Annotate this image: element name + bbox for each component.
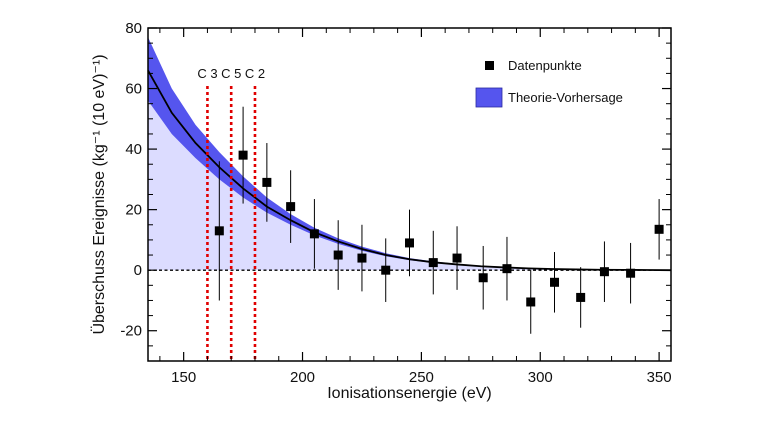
under-curve-fill-layer	[148, 70, 671, 271]
x-tick-label-0: 150	[171, 369, 196, 386]
x-tick-label-2: 250	[409, 369, 434, 386]
legend-marker-swatch	[485, 61, 494, 70]
y-tick-label-5: 80	[125, 20, 142, 37]
y-tick-label-0: -20	[120, 323, 142, 340]
data-point-9	[428, 258, 438, 268]
data-point-10	[452, 253, 462, 263]
data-point-6	[357, 253, 367, 263]
under-curve-fill	[148, 70, 671, 271]
data-point-15	[576, 292, 586, 302]
legend-band-swatch	[475, 87, 503, 108]
marker-label-2: C 2	[245, 66, 265, 81]
data-point-2	[262, 177, 272, 187]
marker-label-1: C 5	[221, 66, 241, 81]
y-tick-label-3: 40	[125, 141, 142, 158]
data-point-0	[214, 226, 224, 236]
theory-band	[148, 37, 671, 271]
legend-label-datenpunkte: Datenpunkte	[508, 58, 582, 73]
legend-label-theorie: Theorie-Vorhersage	[508, 90, 623, 105]
data-point-1	[238, 150, 248, 160]
y-tick-label-4: 60	[125, 81, 142, 98]
data-points-layer	[214, 106, 664, 334]
x-tick-label-4: 350	[647, 369, 672, 386]
y-tick-label-2: 20	[125, 202, 142, 219]
x-tick-label-1: 200	[290, 369, 315, 386]
x-axis-label: Ionisationsenergie (eV)	[327, 385, 492, 402]
data-point-14	[550, 277, 560, 287]
data-point-4	[309, 229, 319, 239]
x-tick-label-3: 300	[528, 369, 553, 386]
data-point-13	[526, 297, 536, 307]
data-point-3	[286, 202, 296, 212]
theory-band-layer	[148, 37, 671, 271]
legend: Datenpunkte Theorie-Vorhersage	[475, 58, 623, 108]
data-point-16	[599, 267, 609, 277]
data-point-18	[654, 224, 664, 234]
data-point-17	[626, 268, 636, 278]
data-point-11	[478, 273, 488, 283]
data-point-7	[381, 265, 391, 275]
data-point-8	[405, 238, 414, 248]
data-point-12	[502, 264, 512, 274]
ticks-layer: 150 200 250 300 350 -20 0 20 40 60 80	[120, 20, 671, 386]
y-tick-label-1: 0	[134, 262, 142, 279]
y-axis-label: Überschuss Ereignisse (kg⁻¹ (10 eV)⁻¹)	[90, 54, 108, 334]
marker-lines-layer: C 3 C 5 C 2	[197, 66, 265, 361]
data-point-5	[333, 250, 343, 260]
marker-label-0: C 3	[197, 66, 217, 81]
